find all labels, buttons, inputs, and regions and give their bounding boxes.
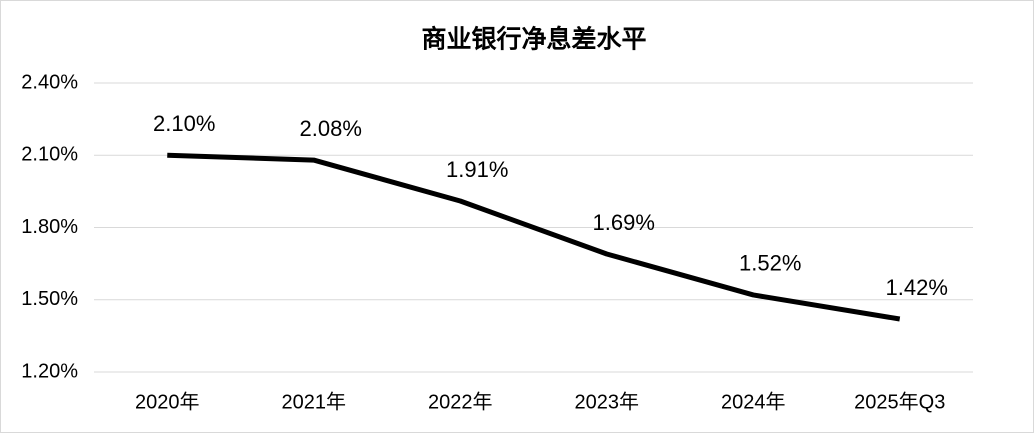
data-label: 1.91% <box>446 157 508 182</box>
y-tick-label: 2.40% <box>21 71 78 93</box>
y-tick-label: 1.80% <box>21 216 78 238</box>
data-label: 1.52% <box>739 251 801 276</box>
data-label: 2.08% <box>300 116 362 141</box>
x-tick-label: 2021年 <box>282 390 347 413</box>
x-tick-label: 2025年Q3 <box>854 390 945 413</box>
x-tick-label: 2024年 <box>721 390 786 413</box>
x-tick-label: 2020年 <box>135 390 200 413</box>
data-label: 1.42% <box>886 275 948 300</box>
y-tick-label: 2.10% <box>21 144 78 166</box>
y-tick-label: 1.50% <box>21 288 78 310</box>
data-line <box>167 152 901 322</box>
y-tick-label: 1.20% <box>21 360 78 382</box>
chart-title: 商业银行净息差水平 <box>421 25 646 54</box>
x-tick-label: 2022年 <box>428 390 493 413</box>
data-label: 1.69% <box>593 210 655 235</box>
data-label: 2.10% <box>153 111 215 136</box>
x-tick-label: 2023年 <box>575 390 640 413</box>
